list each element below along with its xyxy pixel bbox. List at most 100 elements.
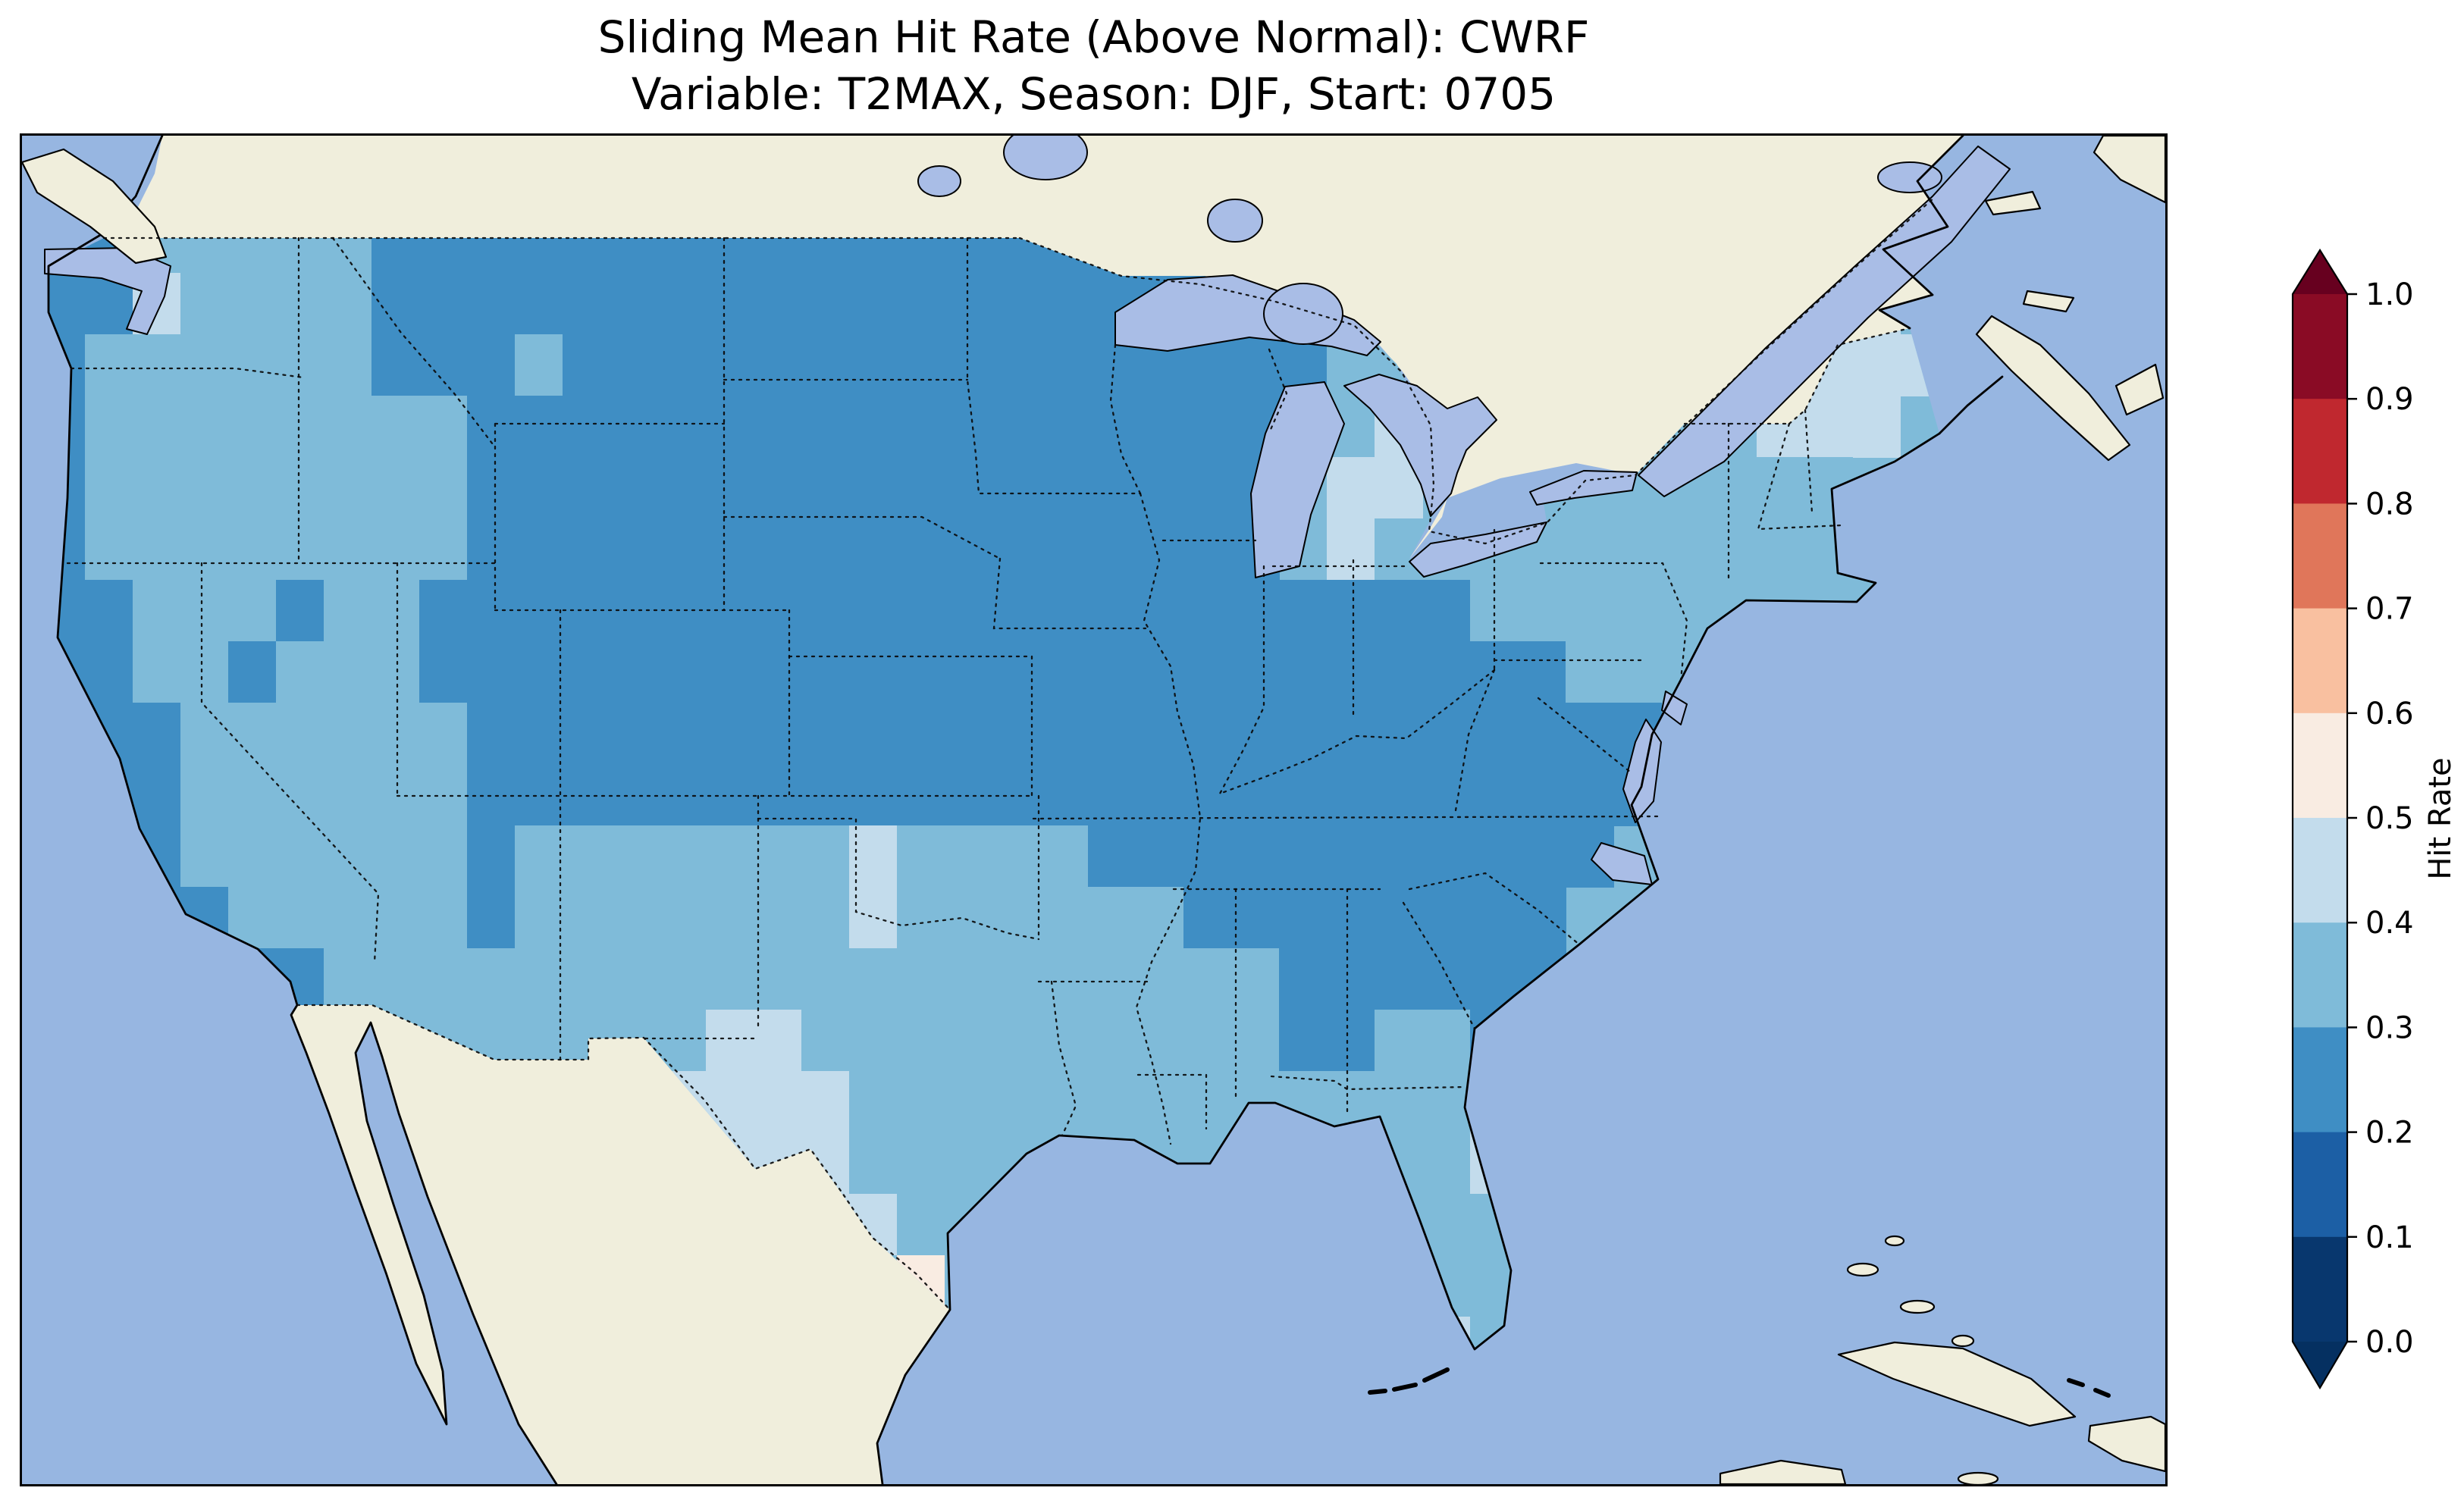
yucatan-coast: [1719, 1459, 1847, 1484]
colorbar-tick-label: 0.1: [2365, 1220, 2414, 1255]
hit-rate-cell-run: [1327, 518, 1375, 581]
colorbar-segment: [2293, 1027, 2347, 1133]
mexico-land: [291, 1005, 950, 1484]
hit-rate-cell-run: [1375, 1010, 1471, 1072]
colorbar-segment: [2293, 399, 2347, 504]
hit-rate-cell-run: [1183, 887, 1566, 949]
hit-rate-cell-run: [85, 396, 468, 458]
state-border: [1537, 697, 1632, 774]
figure-title: Sliding Mean Hit Rate (Above Normal): CW…: [20, 9, 2168, 124]
bahamas-island: [1951, 1334, 1975, 1348]
hit-rate-cell-run: [133, 238, 372, 274]
hit-rate-cell-run: [467, 887, 516, 949]
bay-of-fundy-coastline: [1938, 375, 2004, 435]
state-border: [1050, 980, 1077, 1137]
hispaniola: [2087, 1415, 2165, 1473]
colorbar-tick-label: 0.6: [2365, 697, 2414, 731]
hit-rate-cell-run: [467, 396, 1280, 458]
colorbar-tick-label: 0.2: [2365, 1116, 2414, 1151]
hit-rate-cell-run: [1518, 518, 1805, 581]
hit-rate-cell-run: [180, 703, 468, 765]
hit-rate-cell-run: [515, 887, 850, 949]
state-border: [70, 367, 305, 379]
newfoundland-corner: [2093, 136, 2165, 204]
turks-and-caicos: [2067, 1378, 2111, 1398]
colorbar-segment: [2293, 608, 2347, 714]
hit-rate-cell-run: [897, 887, 1184, 949]
lake-michigan: [1250, 381, 1345, 578]
hit-rate-cell-run: [467, 825, 516, 888]
hit-rate-cell-run: [849, 825, 898, 888]
hit-rate-cell-run: [228, 887, 468, 949]
state-border: [757, 817, 1040, 941]
hit-rate-cell-run: [1088, 825, 1614, 888]
hit-rate-cell-run: [849, 887, 898, 949]
lake-nipigon: [1207, 199, 1263, 243]
title-line-2: Variable: T2MAX, Season: DJF, Start: 070…: [631, 68, 1556, 121]
state-border: [1109, 343, 1142, 495]
colorbar-axis-label: Hit Rate: [2423, 757, 2458, 879]
hit-rate-cell-run: [515, 825, 850, 888]
delaware-bay: [1661, 691, 1688, 725]
jamaica: [1957, 1471, 1999, 1484]
hit-rate-cell-run: [801, 1010, 1280, 1072]
colorbar-tick-label: 1.0: [2365, 277, 2414, 312]
colorbar-segment: [2293, 922, 2347, 1028]
hit-rate-cell-run: [897, 1194, 945, 1256]
hit-rate-cell-run: [133, 641, 229, 703]
state-border: [1270, 1075, 1466, 1091]
hit-rate-cell-run: [371, 334, 516, 396]
cuba: [1837, 1341, 2077, 1427]
prince-edward-island: [2022, 290, 2075, 313]
state-border: [1408, 872, 1581, 946]
colorbar-segment: [2293, 1132, 2347, 1238]
colorbar-tick-label: 0.5: [2365, 801, 2414, 836]
hit-rate-cell-run: [467, 764, 1662, 826]
colorbar-segment: [2293, 1236, 2347, 1342]
ohio-river-border: [1218, 669, 1496, 795]
colorbar-tick-label: 0.0: [2365, 1325, 2414, 1360]
bahamas-island: [1846, 1262, 1879, 1277]
us-canada-border-lakes: [1018, 196, 1936, 545]
canadian-lake: [1877, 161, 1942, 193]
state-border: [723, 515, 1002, 560]
state-border: [1136, 1073, 1208, 1130]
hit-rate-cell-run: [180, 273, 372, 335]
hit-rate-cell-run: [276, 641, 420, 703]
colorbar: Hit Rate 0.0 0.1 0.2 0.3 0.4 0.5 0.6 0.7 0.8 0.9 1…: [2274, 243, 2464, 1395]
hit-rate-cell-run: [276, 580, 324, 642]
conus-hit-rate-map: [22, 136, 2165, 1484]
bahamas-island: [1899, 1299, 1936, 1314]
colorbar-segment: [2293, 818, 2347, 923]
lake-of-the-woods: [1263, 283, 1343, 345]
lake-huron: [1343, 374, 1497, 517]
state-border: [1493, 528, 1643, 672]
hit-rate-cell-run: [133, 580, 277, 642]
us-canada-border-maine: [1683, 327, 1911, 425]
canada-land: [22, 136, 1963, 559]
title-line-1: Sliding Mean Hit Rate (Above Normal): CW…: [597, 11, 1590, 63]
water-bodies: [44, 136, 2011, 885]
state-border: [494, 422, 726, 612]
vancouver-island: [22, 148, 168, 265]
hit-rate-cell-run: [897, 825, 1089, 888]
lake-ontario: [1529, 470, 1638, 506]
colorbar-tick-label: 0.4: [2365, 906, 2414, 941]
st-lawrence-river: [1638, 146, 2011, 497]
bahamas-island: [1884, 1235, 1905, 1247]
state-border: [1453, 669, 1496, 816]
florida-keys: [1368, 1367, 1450, 1395]
islands: [22, 136, 2165, 1484]
state-border: [644, 794, 760, 1040]
colorbar-tick-label: 0.9: [2365, 382, 2414, 417]
hit-rate-cell-run: [228, 641, 277, 703]
hit-rate-cell-run: [706, 1010, 802, 1072]
state-border: [1402, 901, 1476, 1030]
colorbar-segment: [2293, 294, 2347, 399]
state-border: [1539, 562, 1688, 681]
hit-rate-cell-run: [419, 641, 1566, 703]
state-border: [1032, 815, 1660, 820]
mississippi-river-border: [1135, 492, 1202, 1145]
hit-rate-cell-run: [1327, 457, 1423, 519]
anticosti-island: [1984, 190, 2042, 216]
